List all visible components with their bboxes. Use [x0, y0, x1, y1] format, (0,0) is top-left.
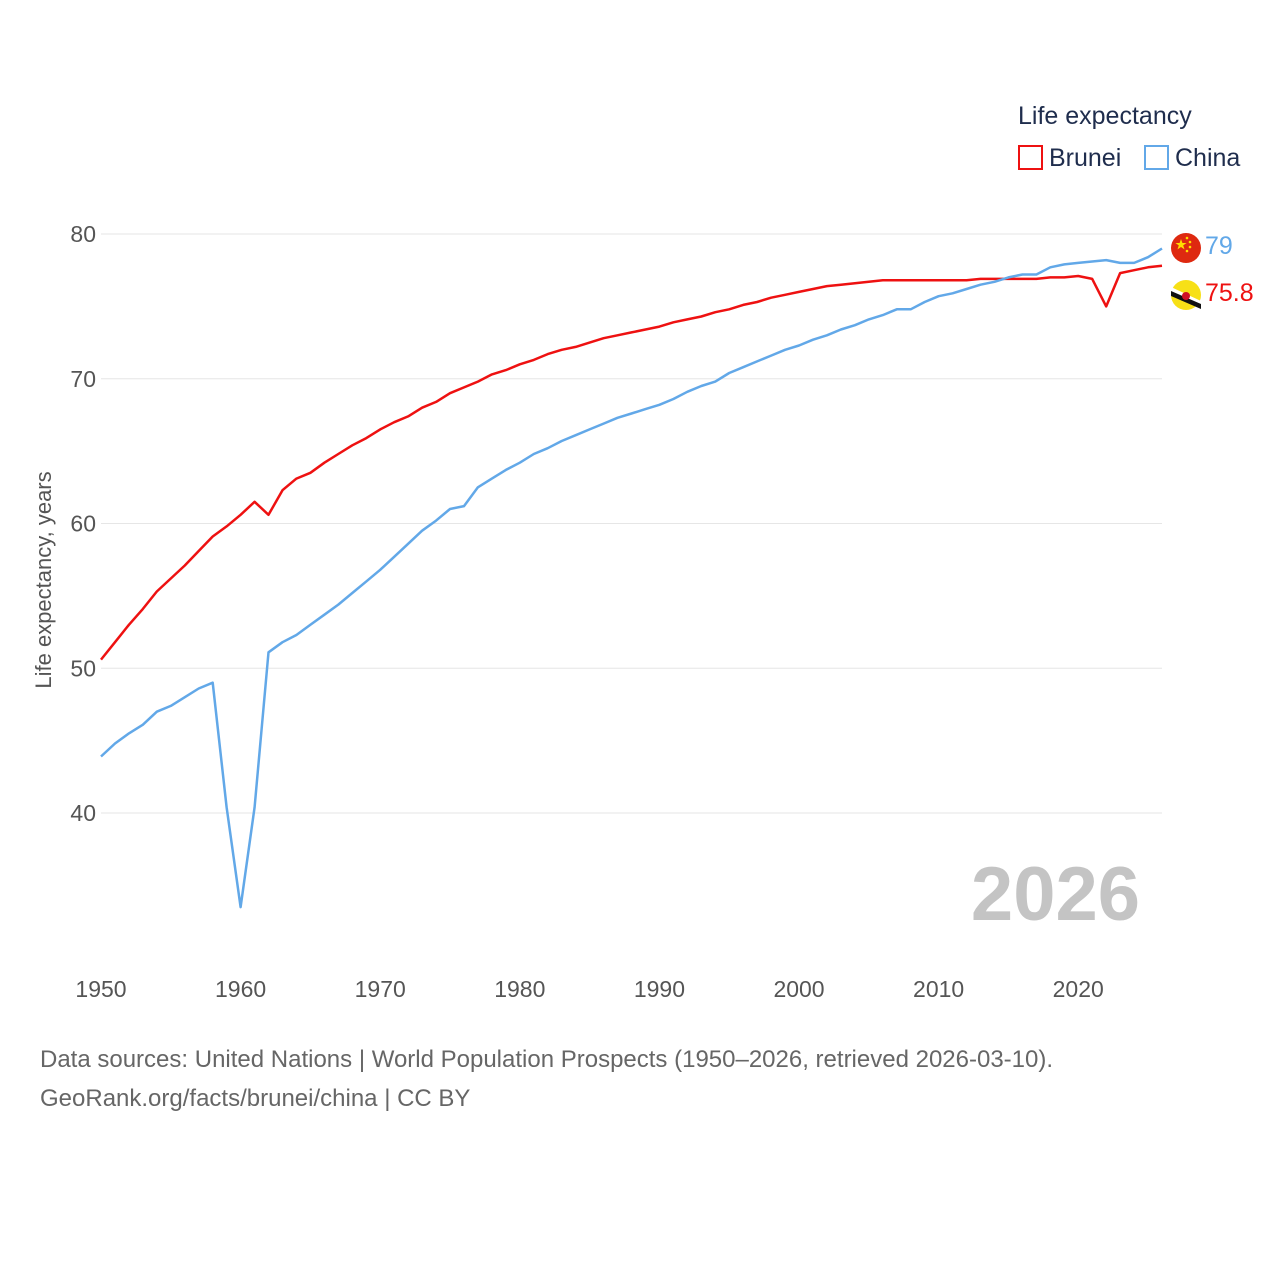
y-axis-ticks: 40 50 60 70 80	[70, 221, 96, 826]
y-tick-label: 40	[70, 800, 96, 826]
x-tick-label: 1950	[75, 976, 126, 1002]
source-line-2[interactable]: GeoRank.org/facts/brunei/china | CC BY	[40, 1085, 471, 1112]
x-tick-label: 2010	[913, 976, 964, 1002]
x-tick-label: 2000	[773, 976, 824, 1002]
y-tick-label: 70	[70, 366, 96, 392]
end-value-brunei: 75.8	[1205, 279, 1254, 307]
series-line-china	[100, 247, 1163, 909]
y-tick-label: 60	[70, 511, 96, 537]
china-flag-icon	[1171, 233, 1201, 263]
x-axis-ticks: 1950 1960 1970 1980 1990 2000 2010 2020	[75, 976, 1103, 1002]
x-tick-label: 1960	[215, 976, 266, 1002]
chart-canvas: 40 50 60 70 80 1950 1960 1970 1980 1990 2000 2010 2…	[31, 102, 1254, 1002]
legend-swatch-brunei	[1018, 145, 1043, 170]
series-lines	[100, 247, 1163, 909]
y-tick-label: 80	[70, 221, 96, 247]
y-tick-label: 50	[70, 655, 96, 681]
x-tick-label: 1980	[494, 976, 545, 1002]
x-tick-label: 2020	[1053, 976, 1104, 1002]
x-tick-label: 1990	[634, 976, 685, 1002]
brunei-flag-icon	[1171, 280, 1201, 310]
source-note: Data sources: United Nations | World Pop…	[40, 1040, 1053, 1118]
legend-title: Life expectancy	[1018, 102, 1192, 130]
end-value-china: 79	[1205, 232, 1233, 260]
legend-label-brunei: Brunei	[1049, 144, 1121, 172]
grid-lines	[101, 233, 1162, 814]
y-axis-label: Life expectancy, years	[31, 471, 56, 688]
x-tick-label: 1970	[355, 976, 406, 1002]
legend-swatch-china	[1144, 145, 1169, 170]
current-year-label: 2026	[971, 852, 1140, 937]
legend-label-china: China	[1175, 144, 1240, 172]
source-line-1: Data sources: United Nations | World Pop…	[40, 1046, 1054, 1073]
series-line-brunei	[100, 264, 1163, 661]
